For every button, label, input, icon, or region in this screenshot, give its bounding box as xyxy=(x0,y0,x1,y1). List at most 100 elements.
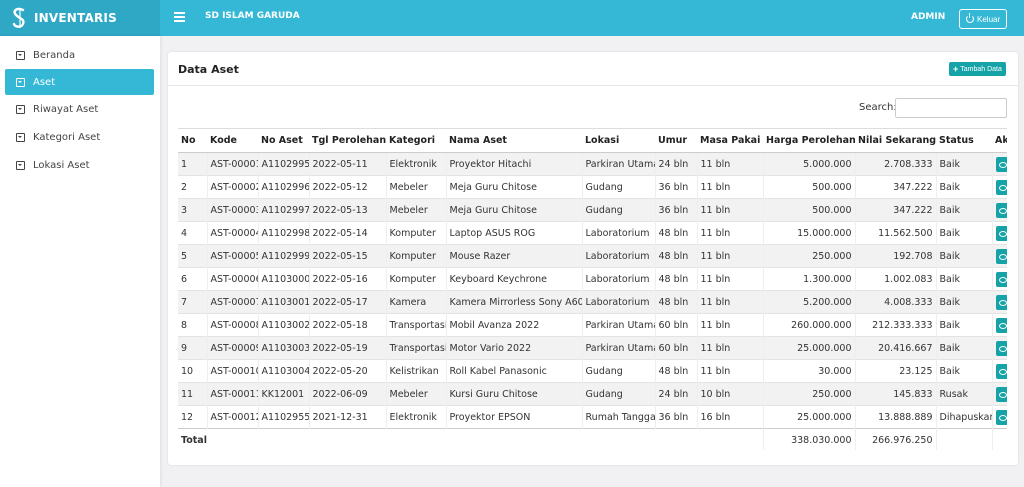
cell-aksi xyxy=(991,405,1007,429)
cell-tgl-perolehan: 2022-05-13 xyxy=(308,198,386,222)
search-label: Search: xyxy=(859,102,897,113)
cell-umur: 48 bln xyxy=(654,290,697,314)
logout-label: Keluar xyxy=(977,14,1001,24)
cell-aksi xyxy=(991,221,1007,245)
cell-tgl-perolehan: 2021-12-31 xyxy=(308,405,386,429)
cell-kode: AST-00011 xyxy=(206,382,258,406)
cell-no: 4 xyxy=(178,221,207,245)
cell-nilai-sekarang: 20.416.667 xyxy=(854,336,936,360)
cell-no-aset: A1102997 xyxy=(257,198,309,222)
view-icon[interactable] xyxy=(995,248,1007,264)
view-icon[interactable] xyxy=(995,340,1007,356)
asset-table: No Kode No Aset Tgl Perolehan Kategori Nama A… xyxy=(178,128,1007,450)
sidebar-item-label: Lokasi Aset xyxy=(33,159,90,171)
view-icon[interactable] xyxy=(995,225,1007,241)
header-col-tgl-perolehan[interactable]: Tgl Perolehan xyxy=(309,128,386,153)
cell-no: 9 xyxy=(178,336,207,360)
cell-no: 7 xyxy=(178,290,207,314)
view-icon[interactable] xyxy=(995,409,1007,425)
sidebar-item-aset[interactable]: Aset xyxy=(5,69,154,95)
sidebar-item-kategori-aset[interactable]: Kategori Aset xyxy=(5,124,154,150)
cell-kode: AST-00008 xyxy=(206,313,258,337)
view-icon[interactable] xyxy=(995,156,1007,172)
cell-nilai-sekarang: 192.708 xyxy=(854,244,936,268)
header-col-kode[interactable]: Kode xyxy=(207,128,258,153)
sidebar-item-label: Riwayat Aset xyxy=(33,103,99,115)
total-harga-perolehan: 338.030.000 xyxy=(762,428,855,450)
header-col-aksi[interactable]: Aksi xyxy=(992,128,1007,153)
logout-button[interactable]: Keluar xyxy=(959,9,1008,29)
cell-kategori: Kamera xyxy=(385,290,446,314)
header-col-kategori[interactable]: Kategori xyxy=(386,128,446,153)
cell-tgl-perolehan: 2022-05-16 xyxy=(308,267,386,291)
cell-nama-aset: Meja Guru Chitose xyxy=(445,198,582,222)
cell-umur: 36 bln xyxy=(654,175,697,199)
cell-status: Baik xyxy=(935,198,992,222)
brand[interactable]: INVENTARIS xyxy=(0,0,160,36)
cell-aksi xyxy=(991,382,1007,406)
cell-masa-pakai: 16 bln xyxy=(696,405,763,429)
cell-nilai-sekarang: 347.222 xyxy=(854,175,936,199)
sidebar-item-riwayat-aset[interactable]: Riwayat Aset xyxy=(5,96,154,122)
cell-lokasi: Gudang xyxy=(581,382,655,406)
top-navbar: INVENTARIS SD ISLAM GARUDA ADMIN Keluar xyxy=(0,0,1024,36)
view-icon[interactable] xyxy=(995,202,1007,218)
header-col-status[interactable]: Status xyxy=(936,128,992,153)
cell-nama-aset: Motor Vario 2022 xyxy=(445,336,582,360)
cell-lokasi: Laboratorium xyxy=(581,221,655,245)
cell-nama-aset: Mouse Razer xyxy=(445,244,582,268)
cell-harga-perolehan: 15.000.000 xyxy=(762,221,855,245)
view-icon[interactable] xyxy=(995,317,1007,333)
table-header-row: No Kode No Aset Tgl Perolehan Kategori Nama A… xyxy=(178,128,1007,153)
cell-nilai-sekarang: 145.833 xyxy=(854,382,936,406)
cell-no: 8 xyxy=(178,313,207,337)
view-icon[interactable] xyxy=(995,363,1007,379)
cell-lokasi: Gudang xyxy=(581,175,655,199)
cell-no-aset: A1102999 xyxy=(257,244,309,268)
header-col-nilai-sekarang[interactable]: Nilai Sekarang xyxy=(855,128,936,153)
cell-status: Baik xyxy=(935,244,992,268)
cell-no: 10 xyxy=(178,359,207,383)
cell-kategori: Elektronik xyxy=(385,405,446,429)
caret-square-icon xyxy=(16,50,25,60)
cell-umur: 36 bln xyxy=(654,198,697,222)
cell-nilai-sekarang: 347.222 xyxy=(854,198,936,222)
header-col-harga-perolehan[interactable]: Harga Perolehan xyxy=(763,128,855,153)
view-icon[interactable] xyxy=(995,179,1007,195)
cell-nama-aset: Roll Kabel Panasonic xyxy=(445,359,582,383)
header-col-lokasi[interactable]: Lokasi xyxy=(582,128,655,153)
user-name[interactable]: ADMIN xyxy=(911,12,946,22)
cell-aksi xyxy=(991,267,1007,291)
header-col-nama-aset[interactable]: Nama Aset xyxy=(446,128,582,153)
cell-lokasi: Laboratorium xyxy=(581,290,655,314)
cell-tgl-perolehan: 2022-05-14 xyxy=(308,221,386,245)
sidebar-item-lokasi-aset[interactable]: Lokasi Aset xyxy=(5,152,154,178)
header-col-umur[interactable]: Umur xyxy=(655,128,697,153)
cell-kode: AST-00007 xyxy=(206,290,258,314)
logo-icon xyxy=(12,7,25,28)
table-scroll-area[interactable]: No Kode No Aset Tgl Perolehan Kategori Nama A… xyxy=(178,128,1007,450)
cell-umur: 48 bln xyxy=(654,244,697,268)
search-input[interactable] xyxy=(895,98,1007,118)
cell-umur: 48 bln xyxy=(654,267,697,291)
header-col-masa-pakai[interactable]: Masa Pakai xyxy=(697,128,763,153)
cell-kategori: Transportasi xyxy=(385,313,446,337)
view-icon[interactable] xyxy=(995,271,1007,287)
cell-no: 2 xyxy=(178,175,207,199)
view-icon[interactable] xyxy=(995,386,1007,402)
cell-no: 1 xyxy=(178,152,207,176)
cell-status: Baik xyxy=(935,290,992,314)
cell-status: Baik xyxy=(935,221,992,245)
cell-lokasi: Laboratorium xyxy=(581,267,655,291)
sidebar-item-beranda[interactable]: Beranda xyxy=(5,42,154,68)
cell-aksi xyxy=(991,175,1007,199)
menu-toggle-icon[interactable] xyxy=(174,12,185,22)
header-col-no-aset[interactable]: No Aset xyxy=(258,128,309,153)
add-data-button[interactable]: + Tambah Data xyxy=(949,62,1006,76)
cell-aksi xyxy=(991,313,1007,337)
cell-no: 12 xyxy=(178,405,207,429)
view-icon[interactable] xyxy=(995,294,1007,310)
cell-tgl-perolehan: 2022-05-18 xyxy=(308,313,386,337)
header-col-no[interactable]: No xyxy=(178,128,207,153)
total-empty-cell xyxy=(991,428,1007,450)
